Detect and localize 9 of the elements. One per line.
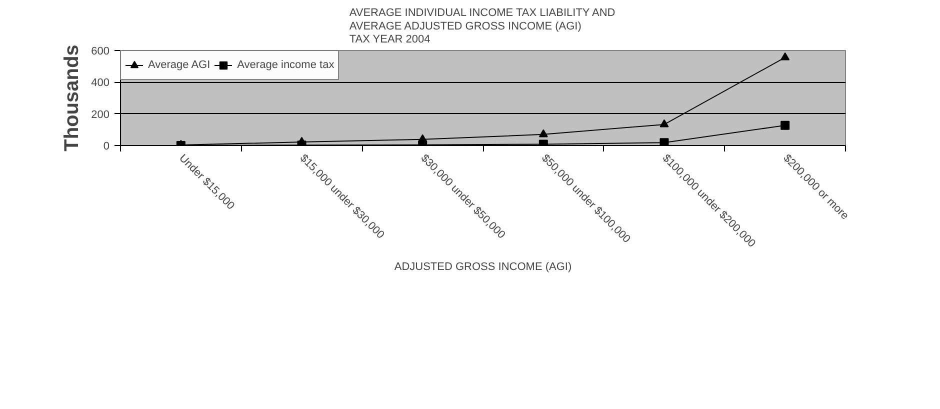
legend-label: Average income tax [237, 59, 334, 71]
y-tick-label: 400 [91, 77, 110, 90]
y-tick-label: 200 [91, 108, 110, 121]
legend-label: Average AGI [148, 59, 210, 71]
y-axis-title: Thousands [61, 44, 84, 152]
chart-title: AVERAGE INDIVIDUAL INCOME TAX LIABILITY AND AVERAGE ADJUSTED GROSS INCOME (AGI) TAX YEAR 2004 [349, 7, 616, 46]
x-axis-title: ADJUSTED GROSS INCOME (AGI) [394, 261, 572, 274]
y-tick-label: 0 [103, 140, 110, 152]
y-tick-label: 600 [91, 46, 110, 58]
